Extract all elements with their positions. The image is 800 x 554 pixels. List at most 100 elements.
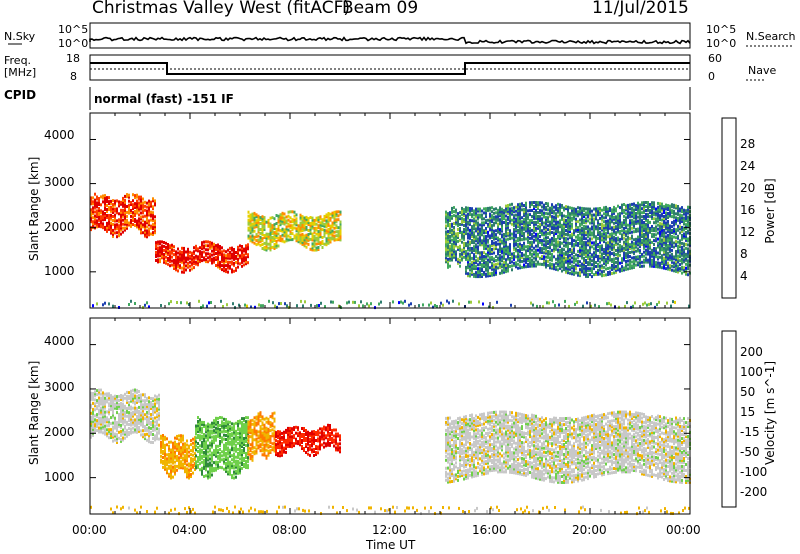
echo-cell xyxy=(481,225,483,229)
echo-cell xyxy=(485,268,487,272)
echo-cell xyxy=(475,265,477,269)
echo-cell xyxy=(122,418,124,422)
echo-cell xyxy=(669,224,671,228)
echo-cell xyxy=(144,417,146,421)
echo-cell xyxy=(581,220,583,224)
echo-cell xyxy=(559,259,561,262)
echo-cell xyxy=(451,206,453,210)
echo-cell xyxy=(337,236,340,240)
echo-cell xyxy=(557,206,559,210)
echo-cell xyxy=(233,248,235,251)
echo-cell xyxy=(110,428,112,432)
echo-cell xyxy=(100,209,102,213)
echo-cell xyxy=(519,250,521,254)
echo-cell xyxy=(573,264,575,268)
echo-cell xyxy=(561,249,563,253)
echo-cell xyxy=(627,251,629,255)
echo-cell xyxy=(161,246,163,250)
echo-cell xyxy=(611,246,613,250)
echo-cell xyxy=(217,261,219,265)
echo-cell xyxy=(116,235,118,239)
echo-cell xyxy=(665,203,667,207)
echo-cell xyxy=(114,422,116,426)
echo-cell xyxy=(575,213,577,217)
echo-cell xyxy=(191,261,193,265)
echo-cell xyxy=(609,226,611,230)
echo-cell xyxy=(313,230,316,234)
echo-cell xyxy=(167,252,169,256)
echo-cell xyxy=(331,235,334,239)
echo-cell xyxy=(197,259,199,263)
echo-cell xyxy=(499,263,501,267)
echo-cell xyxy=(547,204,549,208)
echo-cell xyxy=(513,208,515,212)
echo-cell xyxy=(515,263,517,267)
echo-cell xyxy=(453,251,455,255)
echo-cell xyxy=(257,218,260,222)
echo-cell xyxy=(445,256,447,260)
echo-cell xyxy=(142,231,144,235)
cpid-text: normal (fast) -151 IF xyxy=(94,92,234,106)
echo-cell xyxy=(463,218,465,222)
echo-cell xyxy=(557,268,559,272)
echo-cell xyxy=(138,219,140,223)
echo-cell xyxy=(541,221,543,225)
echo-cell xyxy=(138,417,140,421)
echo-cell xyxy=(237,259,239,263)
echo-cell xyxy=(669,246,671,250)
ground-scatter-cell xyxy=(268,299,270,303)
echo-cell xyxy=(521,230,523,234)
echo-cell xyxy=(227,254,229,258)
echo-cell xyxy=(445,252,447,256)
echo-cell xyxy=(613,259,615,263)
echo-cell xyxy=(483,217,485,221)
echo-cell xyxy=(571,210,573,214)
echo-cell xyxy=(140,215,142,219)
echo-cell xyxy=(142,207,144,211)
echo-cell xyxy=(287,218,290,222)
echo-cell xyxy=(681,265,683,269)
echo-cell xyxy=(685,256,687,260)
echo-cell xyxy=(461,206,463,210)
echo-cell xyxy=(557,208,559,212)
echo-cell xyxy=(547,240,549,243)
echo-cell xyxy=(553,239,555,243)
echo-cell xyxy=(205,258,207,262)
echo-cell xyxy=(681,267,683,271)
echo-cell xyxy=(122,408,124,412)
echo-cell xyxy=(599,256,601,260)
echo-cell xyxy=(120,437,122,441)
echo-cell xyxy=(273,245,276,248)
echo-cell xyxy=(519,232,521,236)
echo-cell xyxy=(489,218,491,222)
echo-cell xyxy=(148,209,150,213)
echo-cell xyxy=(643,240,645,244)
echo-cell xyxy=(631,218,633,222)
echo-cell xyxy=(457,212,459,216)
echo-cell xyxy=(269,224,272,228)
echo-cell xyxy=(146,231,148,235)
echo-cell xyxy=(305,235,308,239)
echo-cell xyxy=(175,254,177,258)
echo-cell xyxy=(100,217,102,221)
echo-cell xyxy=(649,246,651,250)
echo-cell xyxy=(130,429,132,433)
echo-cell xyxy=(311,238,314,242)
echo-cell xyxy=(167,262,169,266)
echo-cell xyxy=(637,247,639,251)
echo-cell xyxy=(193,252,195,256)
echo-cell xyxy=(126,398,128,402)
echo-cell xyxy=(467,236,469,240)
echo-cell xyxy=(635,227,637,231)
echo-cell xyxy=(617,224,619,228)
echo-cell xyxy=(465,230,467,234)
echo-cell xyxy=(140,407,142,411)
echo-cell xyxy=(593,233,595,237)
echo-cell xyxy=(122,420,124,424)
echo-cell xyxy=(639,261,641,264)
echo-cell xyxy=(583,219,585,223)
echo-cell xyxy=(561,223,563,227)
echo-cell xyxy=(447,232,449,235)
echo-cell xyxy=(543,227,545,231)
echo-cell xyxy=(539,256,541,260)
